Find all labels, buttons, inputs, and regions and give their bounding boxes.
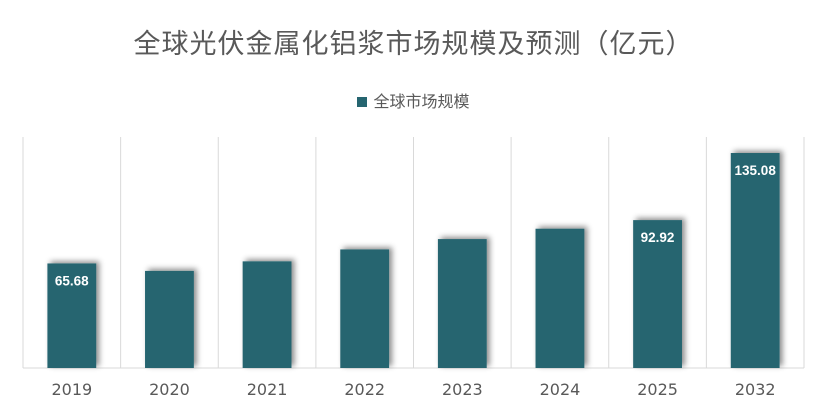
bars	[47, 153, 780, 368]
legend: 全球市场规模	[0, 88, 827, 112]
x-tick-label-2025: 2025	[637, 380, 678, 399]
bar-2022	[340, 249, 390, 368]
bar-2025	[633, 220, 682, 368]
bar-2020	[145, 270, 194, 368]
x-tick-label-2032: 2032	[735, 380, 776, 399]
bar-2023	[437, 239, 487, 368]
bar-2024	[535, 228, 585, 368]
legend-swatch	[357, 97, 368, 107]
chart-title: 全球光伏金属化铝浆市场规模及预测（亿元）	[133, 29, 694, 60]
x-tick-label-2020: 2020	[149, 380, 190, 399]
bar-2019	[47, 263, 97, 368]
x-tick-label-2023: 2023	[442, 380, 483, 399]
x-tick-label-2024: 2024	[540, 380, 581, 399]
data-label-2025: 92.92	[641, 230, 675, 245]
grid-lines	[22, 137, 805, 369]
legend-label: 全球市场规模	[373, 92, 470, 111]
bar-2021	[242, 261, 292, 368]
x-tick-label-2021: 2021	[247, 380, 288, 399]
data-labels: 65.68 92.92 135.08	[55, 163, 776, 288]
data-label-2032: 135.08	[735, 163, 777, 178]
x-axis-ticks: 2019 2020 2021 2022 2023 2024 2025 2032	[51, 380, 775, 399]
data-label-2019: 65.68	[55, 273, 89, 288]
x-tick-label-2022: 2022	[344, 380, 385, 399]
bar-2032	[730, 153, 780, 368]
x-tick-label-2019: 2019	[51, 380, 92, 399]
